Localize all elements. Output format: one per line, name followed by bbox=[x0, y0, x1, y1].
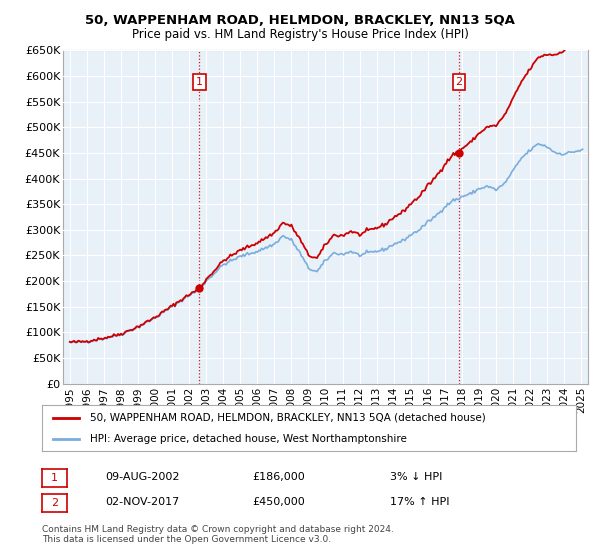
Text: 3% ↓ HPI: 3% ↓ HPI bbox=[390, 472, 442, 482]
Text: 2: 2 bbox=[455, 77, 463, 87]
Text: 17% ↑ HPI: 17% ↑ HPI bbox=[390, 497, 449, 507]
Text: 09-AUG-2002: 09-AUG-2002 bbox=[105, 472, 179, 482]
Text: 1: 1 bbox=[196, 77, 203, 87]
Text: 2: 2 bbox=[51, 498, 58, 508]
Text: 50, WAPPENHAM ROAD, HELMDON, BRACKLEY, NN13 5QA (detached house): 50, WAPPENHAM ROAD, HELMDON, BRACKLEY, N… bbox=[90, 413, 486, 423]
Text: £450,000: £450,000 bbox=[252, 497, 305, 507]
Text: £186,000: £186,000 bbox=[252, 472, 305, 482]
Text: 50, WAPPENHAM ROAD, HELMDON, BRACKLEY, NN13 5QA: 50, WAPPENHAM ROAD, HELMDON, BRACKLEY, N… bbox=[85, 14, 515, 27]
Text: HPI: Average price, detached house, West Northamptonshire: HPI: Average price, detached house, West… bbox=[90, 435, 407, 444]
Text: 1: 1 bbox=[51, 473, 58, 483]
Text: Price paid vs. HM Land Registry's House Price Index (HPI): Price paid vs. HM Land Registry's House … bbox=[131, 28, 469, 41]
Text: Contains HM Land Registry data © Crown copyright and database right 2024.
This d: Contains HM Land Registry data © Crown c… bbox=[42, 525, 394, 544]
Text: 02-NOV-2017: 02-NOV-2017 bbox=[105, 497, 179, 507]
